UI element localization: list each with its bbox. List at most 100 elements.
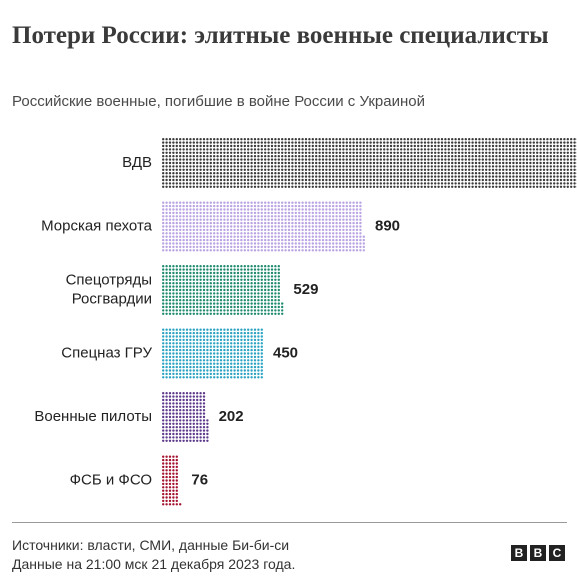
bar-dot bbox=[172, 275, 175, 278]
bar-dot bbox=[291, 249, 294, 252]
bar-dot bbox=[359, 141, 362, 144]
bar-dot bbox=[196, 331, 199, 335]
bar-dot bbox=[192, 278, 195, 281]
bar-dot bbox=[515, 161, 518, 165]
bar-dot bbox=[172, 436, 175, 439]
bar-dot bbox=[505, 148, 508, 151]
bar-dot bbox=[199, 288, 202, 292]
bar-dot bbox=[338, 208, 342, 211]
bar-dot bbox=[454, 168, 457, 171]
bar-dot bbox=[182, 242, 185, 245]
bar-dot bbox=[267, 178, 270, 182]
bar-dot bbox=[325, 151, 328, 154]
bar-dot bbox=[413, 161, 416, 165]
bar-dot bbox=[464, 161, 467, 165]
bar-dot bbox=[430, 175, 433, 178]
bar-dot bbox=[277, 228, 280, 232]
bar-dot bbox=[372, 168, 376, 171]
bar-dot bbox=[189, 285, 192, 288]
bar-dot bbox=[199, 235, 202, 238]
bar-dot bbox=[400, 151, 403, 154]
bar-dot bbox=[570, 182, 573, 185]
bar-dot bbox=[213, 275, 216, 278]
bar-dot bbox=[209, 225, 212, 228]
bar-dot bbox=[355, 175, 359, 178]
bar-dot bbox=[162, 204, 165, 208]
bar-dot bbox=[260, 221, 263, 225]
bar-dot bbox=[240, 295, 243, 298]
bar-dot bbox=[202, 395, 206, 398]
bar-dot bbox=[304, 185, 308, 188]
bar-dot bbox=[179, 299, 182, 302]
bar-dot bbox=[522, 161, 525, 165]
bar-dot bbox=[202, 392, 206, 395]
bar-dot bbox=[199, 282, 202, 285]
bar-dot bbox=[359, 185, 362, 188]
bar-dot bbox=[185, 426, 189, 429]
bar-dot bbox=[315, 249, 318, 252]
bar-dot bbox=[304, 161, 308, 165]
bar-dot bbox=[352, 158, 355, 161]
bar-dot bbox=[165, 472, 168, 475]
bar-dot bbox=[216, 352, 219, 355]
bar-dot bbox=[461, 185, 464, 188]
bar-dot bbox=[226, 141, 229, 144]
bar-dot bbox=[168, 365, 172, 369]
bar-dot bbox=[185, 338, 189, 342]
bar-dot bbox=[396, 138, 399, 141]
bar-dot bbox=[247, 268, 250, 271]
bar-dot bbox=[294, 144, 297, 148]
bar-dot bbox=[488, 165, 491, 168]
bar-dot bbox=[233, 232, 236, 235]
bar-dot bbox=[260, 305, 263, 309]
bar-dot bbox=[219, 288, 223, 292]
bar-dot bbox=[189, 282, 192, 285]
bar-dot bbox=[529, 178, 532, 182]
bar-dot bbox=[345, 242, 348, 245]
bar-dot bbox=[447, 144, 450, 148]
bar-dot bbox=[223, 168, 226, 171]
bar-dot bbox=[342, 238, 345, 242]
bar-dot bbox=[189, 138, 192, 141]
bar-dot bbox=[206, 299, 209, 302]
bar-dot bbox=[270, 155, 274, 158]
bar-dot bbox=[168, 305, 172, 309]
bar-dot bbox=[172, 335, 175, 338]
bar-dot bbox=[209, 282, 212, 285]
bar-dot bbox=[206, 348, 209, 352]
bar-dot bbox=[315, 238, 318, 242]
bar-dot bbox=[182, 288, 185, 292]
bar-dot bbox=[512, 161, 515, 165]
bar-dot bbox=[219, 201, 223, 204]
bar-dot bbox=[165, 235, 168, 238]
bar-dot bbox=[192, 168, 195, 171]
bar-dot bbox=[345, 218, 348, 221]
bar-dot bbox=[226, 362, 229, 365]
bar-dot bbox=[298, 235, 301, 238]
bar-dot bbox=[196, 218, 199, 221]
bar-dot bbox=[196, 208, 199, 211]
bar-dot bbox=[474, 185, 478, 188]
bar-dot bbox=[485, 175, 488, 178]
bar-dot bbox=[270, 215, 274, 218]
bar-dot bbox=[257, 211, 260, 215]
bar-dot bbox=[196, 265, 199, 268]
bar-dot bbox=[362, 151, 365, 154]
bar-dot bbox=[223, 228, 226, 232]
bar-dot bbox=[185, 215, 189, 218]
bar-dot bbox=[168, 225, 172, 228]
bar-dot bbox=[162, 211, 165, 215]
bar-dot bbox=[209, 365, 212, 369]
bar-dot bbox=[253, 285, 257, 288]
bar-dot bbox=[451, 182, 454, 185]
bar-dot bbox=[369, 155, 372, 158]
bar-dot bbox=[505, 182, 508, 185]
bar-dot bbox=[539, 155, 542, 158]
bar-dot bbox=[236, 345, 240, 348]
bar-dot bbox=[189, 305, 192, 309]
bar-dot bbox=[185, 172, 189, 175]
bar-dot bbox=[260, 215, 263, 218]
bar-dot bbox=[240, 335, 243, 338]
bar-dot bbox=[168, 161, 172, 165]
bar-dot bbox=[219, 312, 223, 315]
